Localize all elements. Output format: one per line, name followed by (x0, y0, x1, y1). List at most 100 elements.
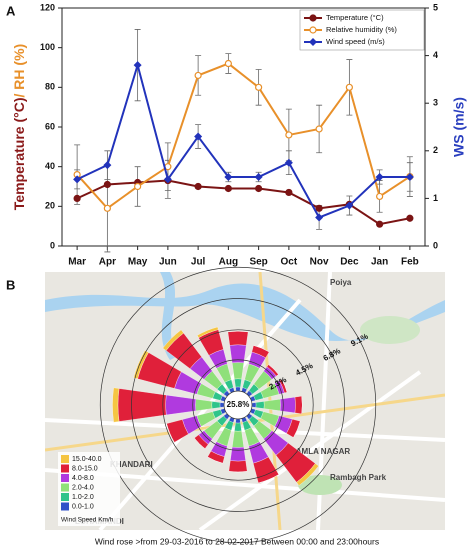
rose-segment (294, 396, 303, 414)
point (315, 213, 324, 222)
legend-swatch (61, 493, 69, 501)
legend-label: 8.0-15.0 (72, 465, 98, 472)
y-tick-label: 20 (45, 201, 55, 211)
rose-segment (255, 401, 265, 409)
y-tick-label: 100 (40, 42, 55, 52)
point (376, 192, 384, 201)
rose-segment (234, 422, 242, 432)
point (133, 61, 142, 70)
ring (192, 359, 284, 451)
map-label: Poiya (330, 278, 352, 287)
point (345, 201, 354, 210)
y-axis-label: Temperature (°C)/ RH (%) (11, 44, 27, 210)
map-label: KHANDARI (110, 460, 153, 469)
series-line (76, 179, 411, 226)
point (255, 184, 263, 193)
point (375, 172, 384, 181)
point (254, 172, 263, 181)
point (345, 83, 353, 91)
legend-label: 4.0-8.0 (72, 475, 94, 482)
legend-label: 1.0-2.0 (72, 494, 94, 501)
rose-segment (258, 474, 279, 484)
legend-swatch (61, 455, 69, 463)
rose-segment (253, 345, 270, 352)
y-axis-label-part: Temperature (°C) (11, 97, 27, 210)
rose-segment (112, 387, 120, 423)
legend-swatch (61, 483, 69, 492)
y2-tick-label: 0 (433, 240, 438, 250)
y2-tick-label: 1 (433, 193, 438, 203)
y2-tick-label: 3 (433, 98, 438, 108)
x-tick-label: Aug (219, 257, 238, 268)
rose-segment (228, 460, 248, 473)
x-tick-label: Jul (191, 257, 206, 268)
x-tick-label: Mar (68, 257, 86, 268)
panel-label: B (6, 277, 15, 292)
calm-label: 25.8% (227, 400, 250, 409)
rose-segment (235, 418, 241, 424)
point (73, 194, 81, 202)
y-tick-label: 60 (45, 121, 55, 131)
rose-segment (219, 402, 225, 408)
rose-segment (195, 398, 213, 412)
map-label: Rambagh Park (330, 473, 387, 482)
rose-segment (162, 329, 184, 351)
rose-segment (235, 386, 241, 392)
x-tick-label: May (128, 257, 148, 268)
y2-tick-label: 4 (433, 50, 438, 60)
legend-marker (309, 38, 317, 46)
ring (162, 329, 314, 481)
legend-swatch (61, 474, 69, 482)
rose-segment (279, 396, 296, 414)
y-tick-label: 80 (45, 82, 55, 92)
series-line (76, 61, 410, 219)
y2-axis-label: WS (m/s) (451, 97, 467, 157)
legend-swatch (61, 502, 69, 511)
rose-segment (231, 430, 245, 448)
point (284, 158, 293, 167)
rose-segment (296, 463, 319, 486)
point (224, 59, 232, 68)
series-line (76, 62, 411, 210)
rose-segment (194, 437, 206, 449)
rose-segment (133, 350, 149, 379)
panel-label: A (6, 3, 16, 18)
y-tick-label: 120 (40, 2, 55, 12)
point (194, 182, 202, 191)
x-tick-label: Dec (340, 257, 359, 268)
rose-segment (234, 378, 242, 388)
caption: Wind rose >from 29-03-2016 to 28-02-2017… (95, 536, 379, 546)
legend-label: Relative humidity (%) (326, 25, 397, 34)
rose-segment (211, 401, 221, 409)
rose-segment (228, 471, 248, 473)
point (134, 182, 142, 191)
point (285, 131, 293, 139)
point (255, 83, 263, 91)
x-tick-label: Oct (281, 257, 298, 268)
calm-circle (223, 390, 253, 420)
legend-label: 15.0-40.0 (72, 456, 102, 463)
legend-title: Wind Speed Km/h (61, 517, 114, 524)
y2-tick-label: 5 (433, 2, 438, 12)
x-tick-label: Nov (310, 257, 329, 268)
point (163, 175, 172, 184)
legend-marker (309, 14, 317, 22)
point (103, 180, 111, 189)
point (315, 125, 323, 133)
point (376, 220, 384, 228)
point (224, 184, 232, 193)
legend-label: Temperature (°C) (326, 13, 384, 22)
rose-segment (251, 402, 257, 408)
point (406, 214, 414, 222)
point (224, 172, 233, 181)
legend-label: 2.0-4.0 (72, 484, 94, 491)
ring (131, 298, 345, 512)
ring (99, 266, 377, 544)
x-tick-label: Feb (401, 257, 419, 268)
y-tick-label: 0 (50, 240, 55, 250)
point (405, 172, 414, 181)
y-axis-label-part: / RH (%) (11, 44, 27, 98)
rose-segment (227, 331, 249, 333)
